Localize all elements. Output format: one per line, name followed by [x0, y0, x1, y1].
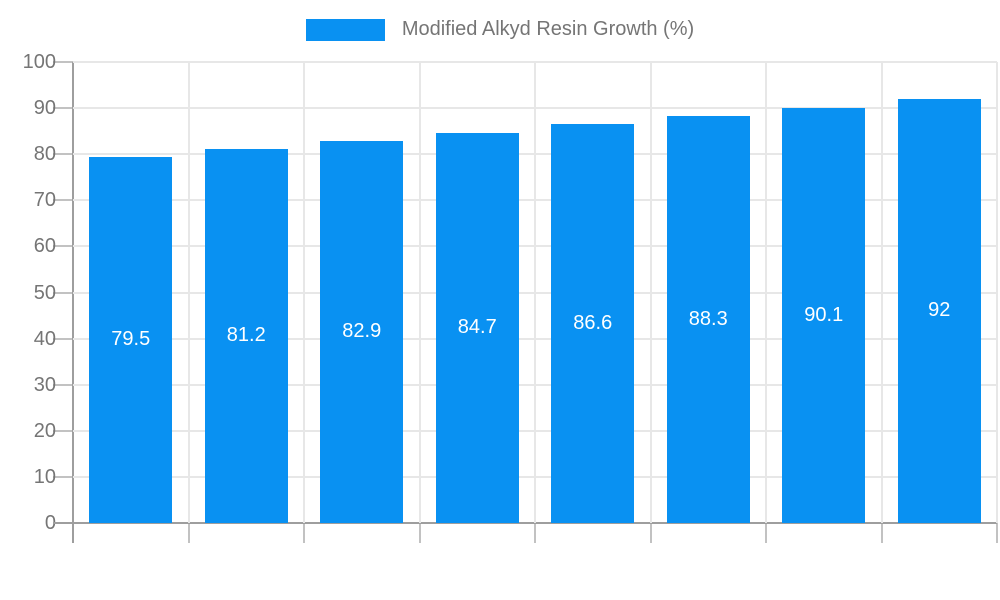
y-axis-line [72, 62, 74, 543]
bar-value-label: 82.9 [342, 320, 382, 343]
bar[interactable]: 90.1 [782, 107, 866, 523]
y-axis-label: 50 [33, 281, 56, 304]
x-axis-line [53, 522, 997, 524]
bar[interactable]: 79.5 [89, 156, 173, 523]
y-axis-label: 40 [33, 327, 56, 350]
y-axis-label: 90 [33, 97, 56, 120]
y-axis-tick [53, 245, 73, 248]
bar-value-label: 84.7 [457, 316, 497, 339]
bar-value-label: 79.5 [111, 328, 151, 351]
y-axis-label: 100 [22, 51, 56, 73]
y-axis-tick [53, 429, 73, 432]
y-axis-tick [53, 291, 73, 294]
y-axis-tick [53, 475, 73, 478]
y-axis-label: 30 [33, 373, 56, 396]
x-axis-tick [187, 523, 190, 543]
bar-value-label: 92 [928, 299, 951, 322]
y-axis-tick [53, 199, 73, 202]
legend-item[interactable]: Modified Alkyd Resin Growth (%) [305, 18, 695, 41]
y-axis-tick [53, 61, 73, 63]
x-axis-tick [996, 523, 998, 543]
bar-value-label: 81.2 [226, 324, 266, 347]
y-axis-label: 0 [44, 512, 56, 534]
x-axis-tick [765, 523, 767, 543]
bar[interactable]: 88.3 [666, 115, 750, 523]
legend-label: Modified Alkyd Resin Growth (%) [401, 18, 695, 40]
bar[interactable]: 92 [897, 98, 981, 523]
x-axis-tick [649, 523, 652, 543]
bar[interactable]: 86.6 [551, 123, 635, 523]
x-gridline [418, 62, 421, 523]
x-axis-tick [418, 523, 421, 543]
x-gridline [534, 62, 536, 523]
bar[interactable]: 81.2 [204, 148, 288, 523]
y-axis-label: 20 [33, 419, 56, 442]
x-gridline [996, 62, 998, 523]
x-axis-tick [880, 523, 883, 543]
x-gridline [187, 62, 190, 523]
bar-value-label: 88.3 [688, 307, 728, 330]
x-axis-tick [534, 523, 536, 543]
y-axis-label: 80 [33, 143, 56, 166]
bar-value-label: 90.1 [804, 303, 844, 326]
x-gridline [880, 62, 883, 523]
y-axis-tick [53, 107, 73, 110]
y-axis-tick [53, 383, 73, 386]
y-axis-tick [53, 153, 73, 156]
bar-value-label: 86.6 [573, 311, 613, 334]
x-axis-tick [303, 523, 305, 543]
x-gridline [649, 62, 652, 523]
y-axis-label: 10 [33, 465, 56, 488]
x-gridline [303, 62, 305, 523]
x-gridline [765, 62, 767, 523]
bar[interactable]: 84.7 [435, 132, 519, 523]
bar[interactable]: 82.9 [320, 140, 404, 523]
legend: Modified Alkyd Resin Growth (%) [0, 18, 1000, 41]
y-axis-label: 60 [33, 235, 56, 258]
y-axis-tick [53, 337, 73, 340]
legend-swatch-icon [305, 18, 385, 41]
y-axis-label: 70 [33, 189, 56, 212]
